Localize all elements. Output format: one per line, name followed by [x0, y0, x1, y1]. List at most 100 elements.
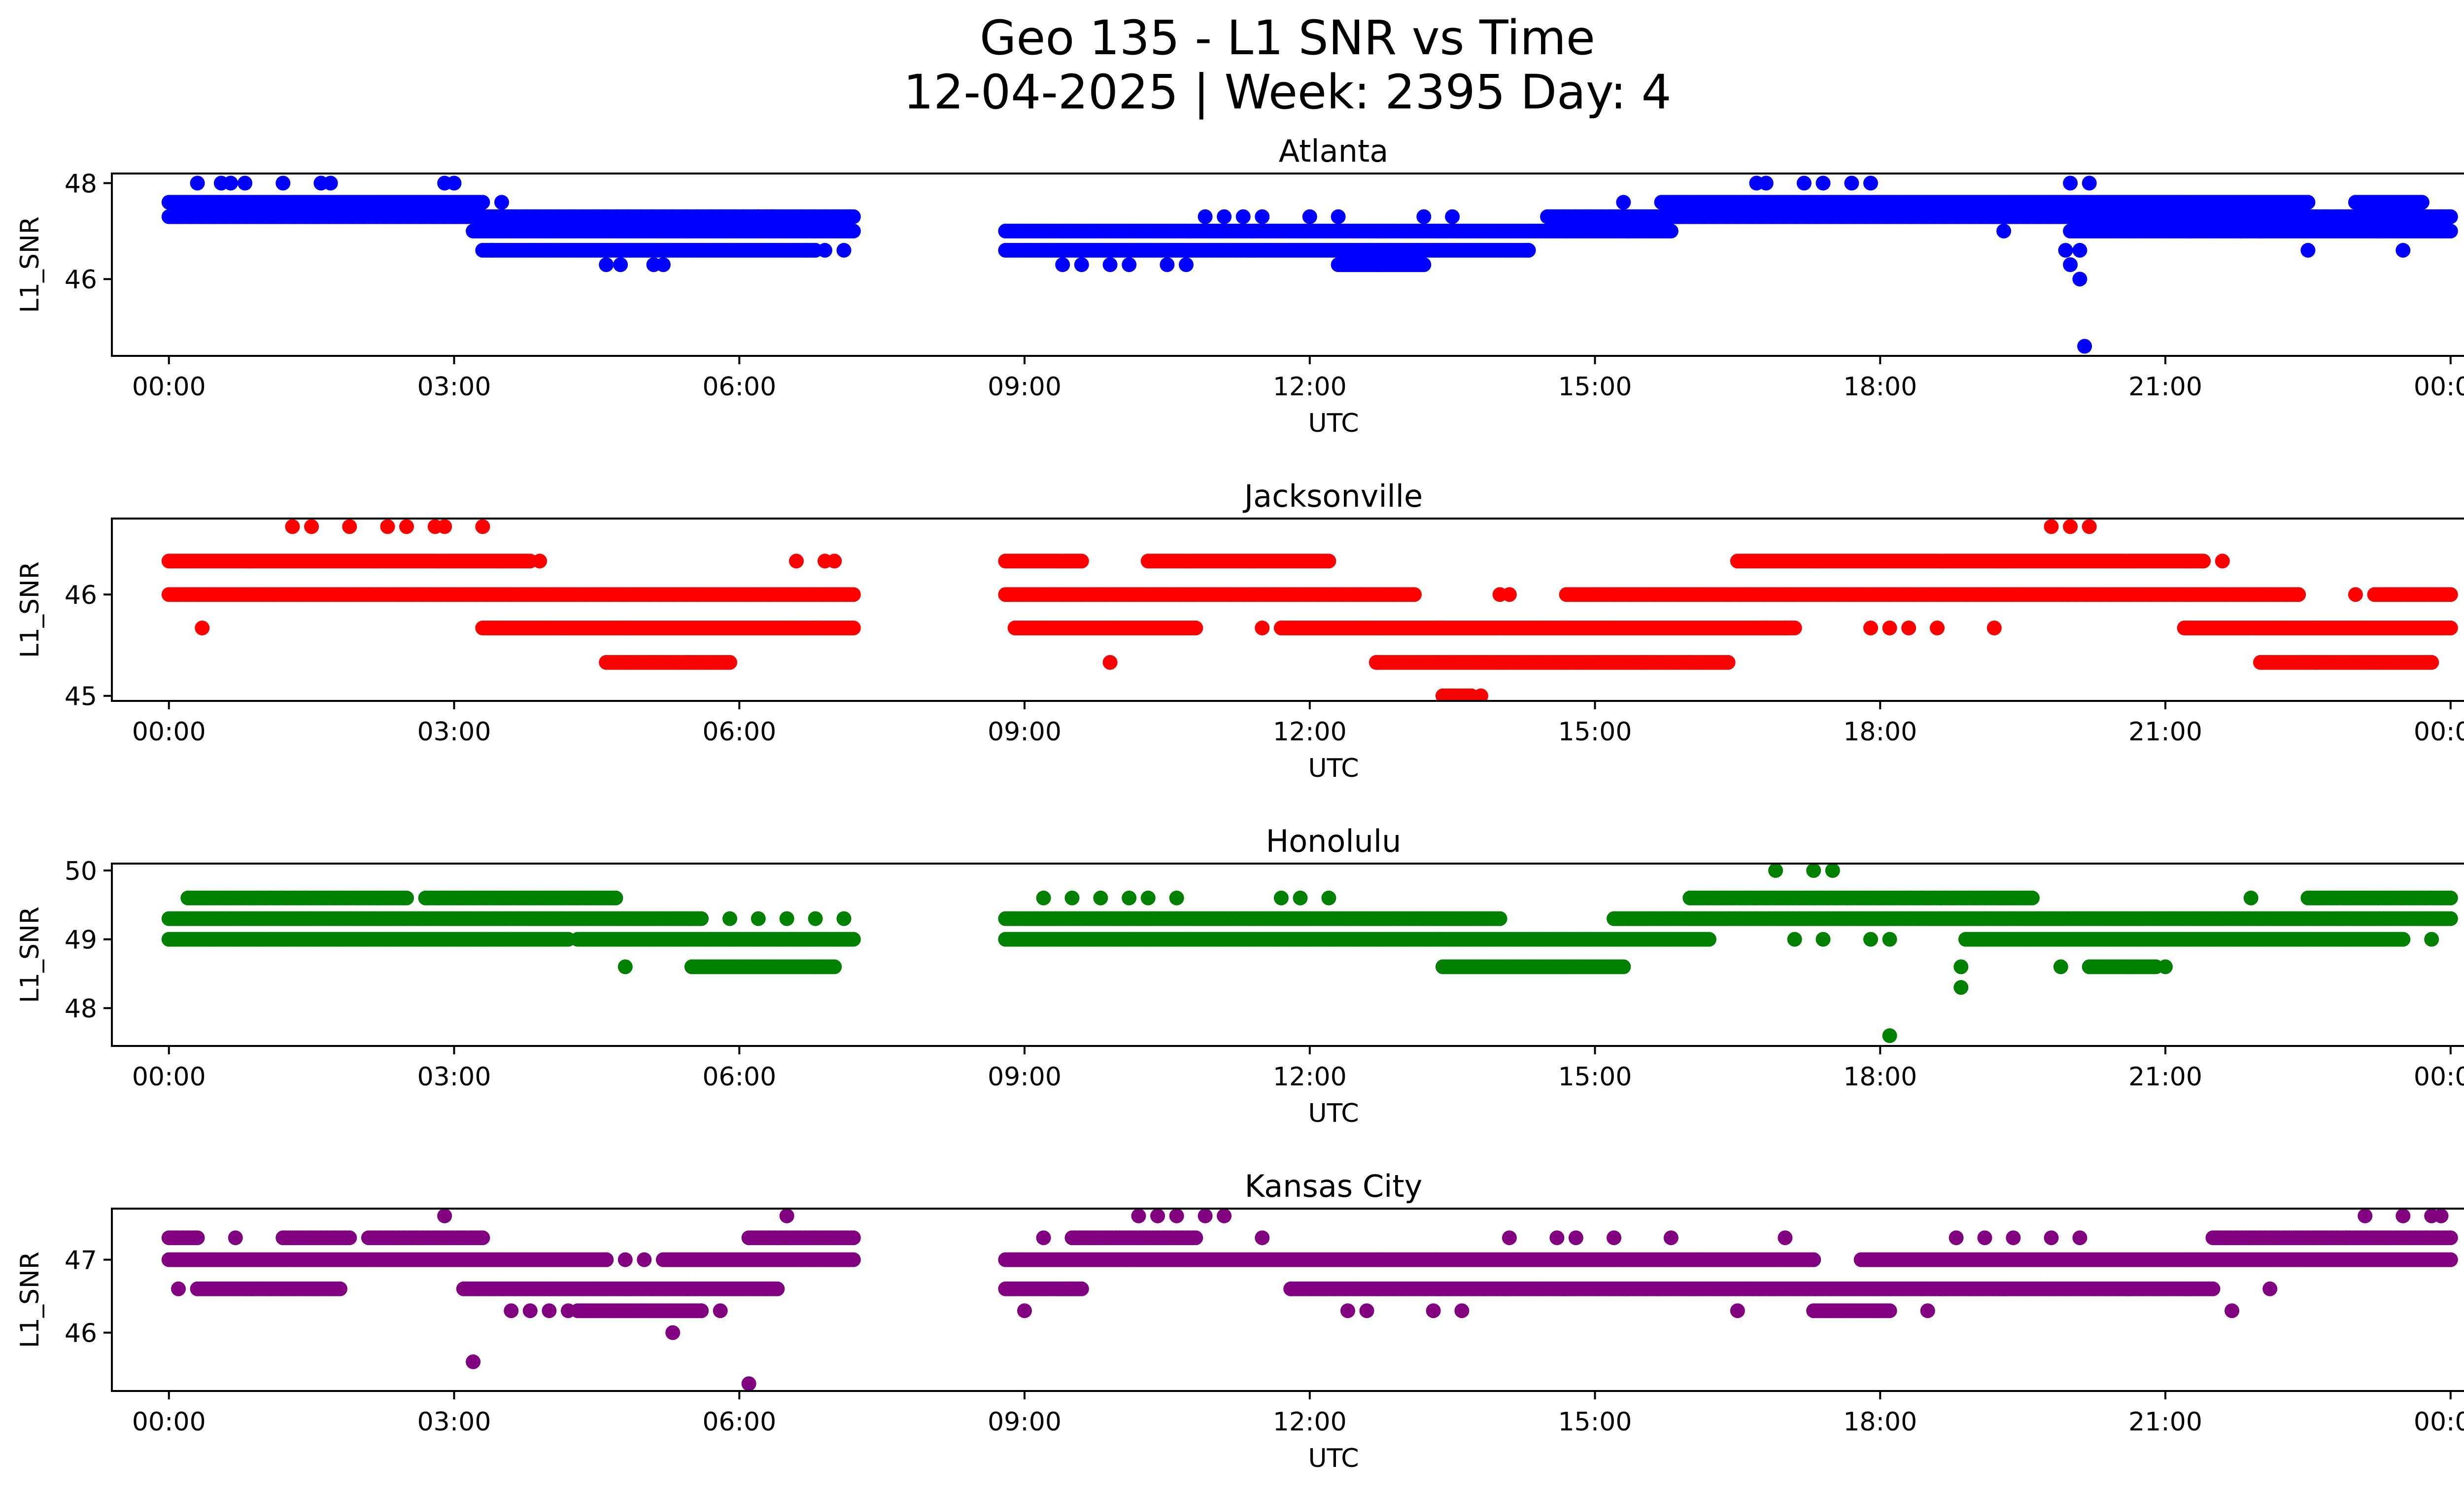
x-tick-label: 00:00 [132, 372, 206, 402]
data-series [161, 864, 2458, 1043]
data-point [1102, 257, 1118, 272]
data-point [2443, 890, 2458, 905]
figure-title-line-1: Geo 135 - L1 SNR vs Time [980, 10, 1595, 66]
data-point [798, 243, 814, 258]
data-point [1302, 209, 1317, 224]
data-point [2063, 257, 2078, 272]
x-tick-label: 03:00 [417, 717, 491, 747]
data-point [613, 257, 628, 272]
data-point [1055, 257, 1070, 272]
data-point [1188, 621, 1203, 635]
data-point [1758, 175, 1774, 191]
x-tick-label: 12:00 [1273, 372, 1347, 402]
data-point [1521, 243, 1536, 258]
data-point [1502, 587, 1517, 602]
data-point [1986, 621, 2002, 635]
data-point [2424, 655, 2439, 670]
data-point [342, 519, 357, 534]
axes-frame [111, 518, 2464, 702]
data-point [1255, 209, 1270, 224]
data-point [1663, 223, 1678, 239]
data-point [437, 519, 452, 534]
data-point [1217, 209, 1232, 224]
x-tick-label: 18:00 [1843, 372, 1917, 402]
data-point [2443, 621, 2458, 635]
data-point [1682, 655, 1698, 670]
data-point [1074, 257, 1089, 272]
data-point [1901, 621, 1916, 635]
x-axis-label: UTC [1308, 754, 1359, 783]
data-point [1445, 688, 1460, 701]
data-point [846, 587, 861, 602]
data-point [238, 175, 253, 191]
data-point [694, 911, 709, 926]
data-point [1331, 209, 1346, 224]
data-point [2024, 890, 2040, 905]
data-point [1445, 209, 1460, 224]
data-point [1074, 554, 1089, 569]
data-point [2063, 175, 2078, 191]
data-point [2082, 519, 2097, 534]
data-point [2291, 587, 2306, 602]
data-point [751, 209, 766, 224]
data-point [846, 621, 861, 635]
data-point [2396, 195, 2411, 210]
data-point [1122, 257, 1137, 272]
data-point [1235, 209, 1251, 224]
data-point [190, 175, 205, 191]
x-tick-label: 06:00 [702, 717, 776, 747]
data-point [475, 195, 490, 210]
data-point [2396, 209, 2411, 224]
x-tick-label: 18:00 [1843, 717, 1917, 747]
y-axis-label: L1_SNR [15, 561, 45, 658]
data-point [2058, 243, 2073, 258]
data-point [2072, 272, 2088, 287]
data-point [846, 223, 861, 239]
data-point [2077, 339, 2092, 354]
data-point [1815, 175, 1831, 191]
x-tick-label: 12:00 [1273, 717, 1347, 747]
data-point [1863, 621, 1878, 635]
data-point [599, 257, 614, 272]
data-point [722, 655, 737, 670]
data-point [1796, 175, 1812, 191]
data-point [1758, 621, 1774, 635]
data-point [399, 890, 414, 905]
data-point [655, 257, 671, 272]
data-point [2300, 195, 2316, 210]
data-series [161, 175, 2458, 354]
data-point [195, 621, 210, 635]
figure-title-line-2: 12-04-2025 | Week: 2395 Day: 4 [903, 65, 1672, 120]
data-point [1635, 655, 1650, 670]
data-point [2205, 195, 2221, 210]
x-tick-label: 09:00 [988, 717, 1061, 747]
data-point [1416, 257, 1432, 272]
data-point [484, 243, 500, 258]
data-point [446, 175, 462, 191]
data-point [285, 519, 300, 534]
data-point [2348, 587, 2363, 602]
data-point [2167, 195, 2183, 210]
y-tick-label: 45 [65, 682, 97, 712]
data-point [1996, 223, 2012, 239]
data-point [2234, 223, 2249, 239]
x-tick-label: 00:00 [2414, 717, 2464, 747]
data-point [2253, 223, 2268, 239]
data-point [2044, 519, 2059, 534]
data-point [2215, 554, 2230, 569]
x-axis-label: UTC [1308, 409, 1359, 438]
data-point [2196, 554, 2211, 569]
data-point [1179, 257, 1194, 272]
data-point [494, 195, 509, 210]
data-point [836, 243, 852, 258]
subplot-title: Honolulu [1266, 823, 1402, 859]
data-point [608, 890, 623, 905]
x-tick-label: 03:00 [417, 372, 491, 402]
x-tick-label: 06:00 [702, 372, 776, 402]
data-point [2433, 209, 2449, 224]
data-point [475, 519, 490, 534]
data-point [2300, 243, 2316, 258]
